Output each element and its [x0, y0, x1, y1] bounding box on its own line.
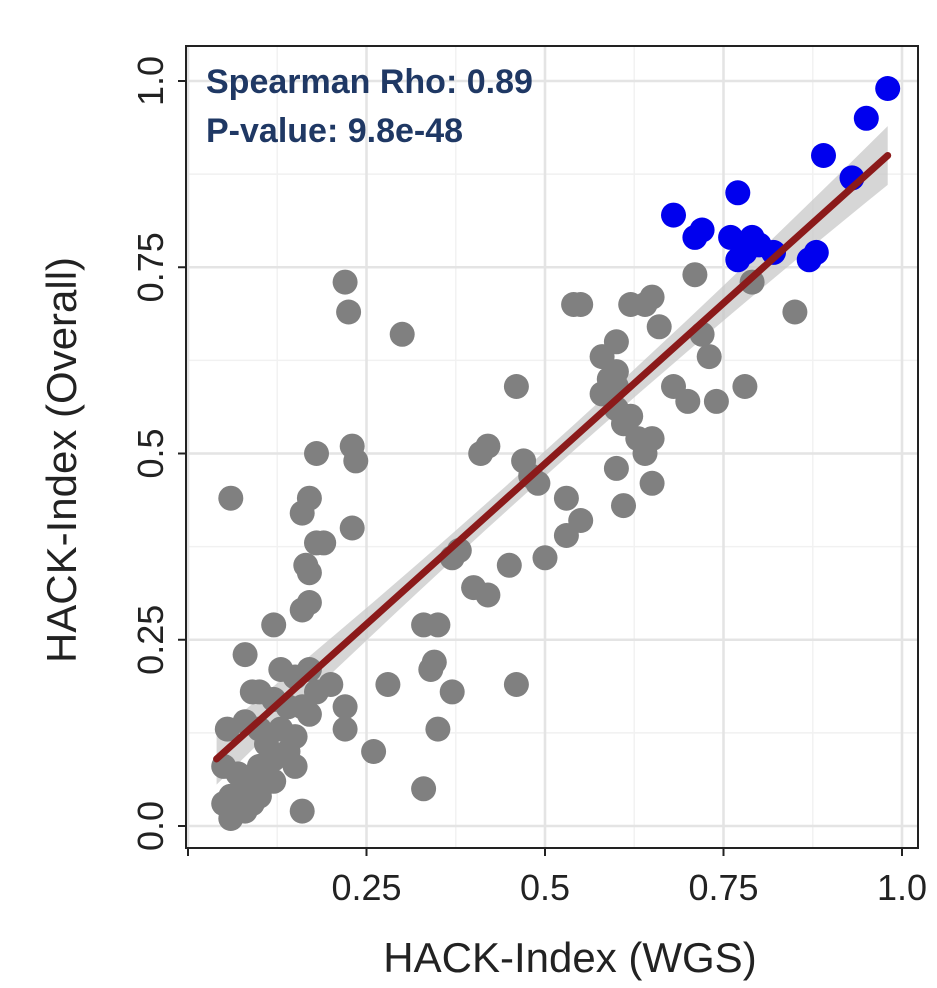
gray-point-102 — [682, 262, 708, 288]
gray-point-13 — [296, 560, 322, 586]
gray-point-4 — [304, 441, 329, 466]
y-tick-label-4: 1.0 — [130, 56, 171, 106]
blue-point-12 — [761, 239, 786, 265]
x-tick-label-1: 0.5 — [520, 867, 570, 908]
blue-point-7 — [689, 217, 715, 243]
gray-point-56 — [375, 672, 401, 697]
gray-point-55 — [361, 739, 387, 764]
gray-point-6 — [343, 448, 369, 474]
x-tick-label-0: 0.25 — [331, 867, 401, 908]
gray-point-39 — [282, 753, 308, 779]
gray-point-3 — [389, 321, 415, 347]
gray-point-1 — [332, 269, 358, 295]
gray-point-2 — [336, 299, 362, 325]
gray-point-93 — [618, 403, 644, 429]
gray-point-20 — [296, 657, 322, 682]
gray-point-104 — [696, 344, 722, 370]
gray-point-54 — [289, 798, 315, 824]
x-tick-label-2: 0.75 — [688, 867, 758, 908]
trend-line — [213, 152, 892, 763]
y-tick-label-2: 0.5 — [130, 428, 171, 478]
gray-point-60 — [425, 612, 451, 638]
annotation-spearman-rho: Spearman Rho: 0.89 — [206, 63, 533, 101]
y-tick-label-3: 0.75 — [130, 232, 171, 302]
y-tick-label-0: 0.0 — [130, 801, 171, 851]
gray-point-28 — [296, 701, 322, 727]
blue-point-0 — [875, 76, 901, 101]
gray-point-61 — [425, 716, 451, 742]
annotation-p-value: P-value: 9.8e-48 — [206, 112, 463, 150]
gray-point-77 — [553, 485, 579, 511]
gray-point-16 — [261, 612, 287, 638]
y-axis-title: HACK-Index (Overall) — [38, 257, 85, 663]
y-tick-label-1: 0.25 — [130, 605, 171, 675]
gray-point-105 — [703, 388, 729, 414]
gray-point-67 — [475, 582, 501, 608]
gray-point-59 — [421, 649, 447, 675]
gray-point-70 — [496, 552, 522, 578]
gray-point-98 — [639, 470, 665, 496]
gray-point-79 — [568, 508, 594, 533]
gray-point-71 — [503, 672, 529, 697]
gray-point-97 — [611, 493, 636, 519]
blue-point-2 — [811, 143, 836, 168]
gray-point-108 — [782, 299, 808, 325]
blue-point-5 — [661, 202, 686, 228]
axes: 0.25 0.5 0.75 1.0 0.0 0.25 0.5 0.75 1.0 — [130, 45, 927, 908]
gray-point-36 — [332, 716, 358, 742]
gray-point-53 — [218, 806, 244, 831]
gray-point-92 — [646, 314, 672, 340]
gray-point-15 — [289, 597, 315, 623]
trend-line-layer — [213, 152, 892, 763]
gray-point-63 — [439, 679, 465, 705]
gray-point-9 — [339, 515, 365, 541]
gray-point-69 — [475, 433, 501, 459]
gray-point-29 — [332, 694, 358, 720]
blue-point-4 — [725, 180, 751, 206]
gray-point-99 — [639, 426, 665, 452]
gray-point-81 — [568, 292, 594, 317]
gray-point-8 — [289, 500, 315, 526]
x-axis-title: HACK-Index (WGS) — [383, 934, 756, 981]
gray-point-17 — [232, 642, 258, 668]
x-tick-label-3: 1.0 — [877, 867, 927, 908]
blue-point-14 — [796, 247, 822, 273]
gray-point-62 — [411, 776, 437, 802]
gray-point-96 — [603, 455, 629, 481]
gray-point-91 — [639, 284, 665, 310]
gray-point-0 — [218, 485, 244, 511]
blue-point-1 — [853, 105, 879, 131]
blue-point-15 — [725, 247, 751, 273]
gray-point-76 — [503, 374, 529, 399]
gray-point-11 — [304, 530, 329, 556]
gray-point-75 — [532, 545, 558, 571]
plot-frame — [185, 45, 919, 849]
gray-point-101 — [675, 388, 701, 414]
gray-point-88 — [603, 329, 629, 355]
gray-point-106 — [732, 374, 758, 399]
